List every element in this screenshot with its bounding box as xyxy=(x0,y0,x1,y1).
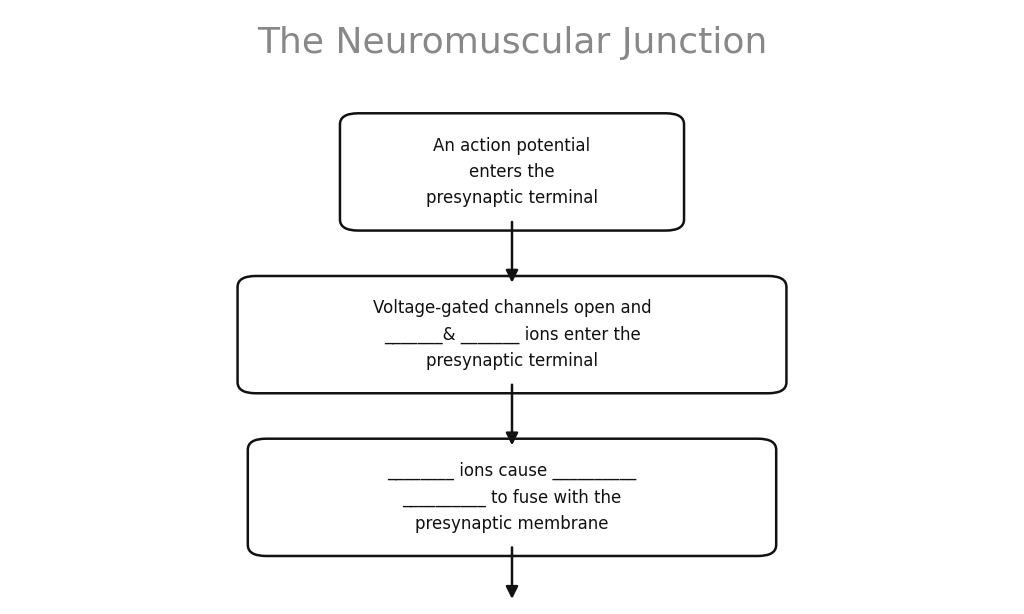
FancyBboxPatch shape xyxy=(340,114,684,230)
FancyBboxPatch shape xyxy=(248,438,776,556)
Text: ________ ions cause __________
__________ to fuse with the
presynaptic membrane: ________ ions cause __________ _________… xyxy=(387,462,637,533)
Text: The Neuromuscular Junction: The Neuromuscular Junction xyxy=(257,26,767,60)
Text: An action potential
enters the
presynaptic terminal: An action potential enters the presynapt… xyxy=(426,136,598,208)
Text: Voltage-gated channels open and
_______& _______ ions enter the
presynaptic term: Voltage-gated channels open and _______&… xyxy=(373,299,651,370)
FancyBboxPatch shape xyxy=(238,276,786,393)
